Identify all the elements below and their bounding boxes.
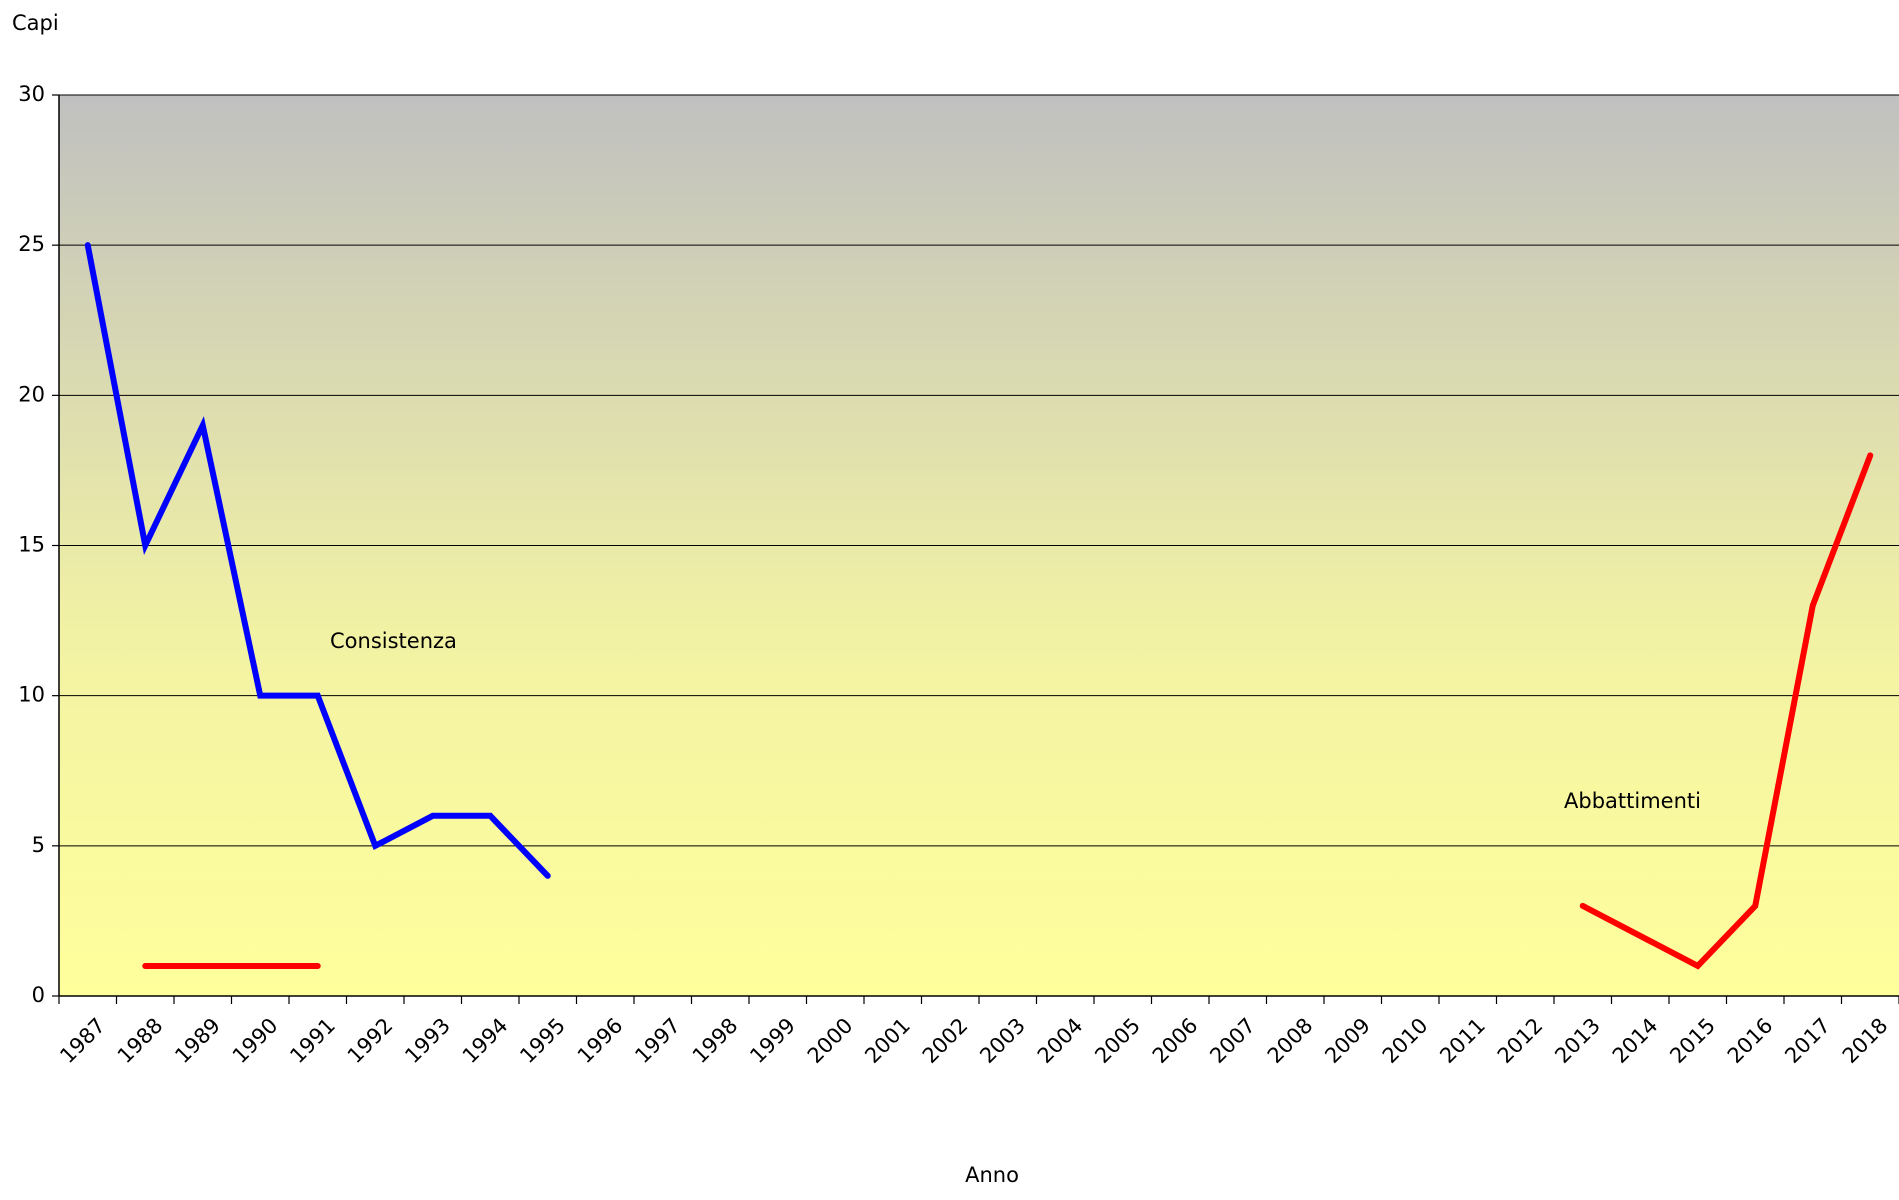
x-tick-label: 2014 [1608, 1013, 1663, 1068]
x-tick-label: 2008 [1263, 1013, 1318, 1068]
series-line [84, 242, 551, 879]
y-tick-label: 25 [18, 232, 45, 256]
y-tick-label: 15 [18, 533, 45, 557]
x-tick-label: 2007 [1205, 1013, 1260, 1068]
x-tick-label: 2012 [1493, 1013, 1548, 1068]
series-label: Consistenza [330, 629, 457, 653]
x-tick-label: 2009 [1320, 1013, 1375, 1068]
x-tick-label: 2005 [1090, 1013, 1145, 1068]
x-tick-label: 1987 [55, 1013, 110, 1068]
x-tick-label: 1994 [458, 1013, 513, 1068]
y-tick-label: 30 [18, 82, 45, 106]
x-tick-label: 2013 [1550, 1013, 1605, 1068]
x-axis-label: Anno [965, 1163, 1019, 1187]
series-label: Abbattimenti [1564, 789, 1701, 813]
x-tick-label: 2000 [803, 1013, 858, 1068]
series-line [142, 452, 1874, 970]
y-tick-label: 5 [32, 833, 45, 857]
y-tick-label: 0 [32, 983, 45, 1007]
x-tick-label: 1997 [630, 1013, 685, 1068]
x-tick-label: 1996 [573, 1013, 628, 1068]
x-tick-label: 1999 [745, 1013, 800, 1068]
x-tick-label: 1990 [228, 1013, 283, 1068]
x-tick-label: 2017 [1780, 1013, 1835, 1068]
y-tick-label: 10 [18, 683, 45, 707]
x-tick-label: 1995 [515, 1013, 570, 1068]
x-tick-label: 2004 [1033, 1013, 1088, 1068]
x-tick-label: 1989 [170, 1013, 225, 1068]
x-tick-label: 2016 [1723, 1013, 1778, 1068]
x-tick-label: 2002 [918, 1013, 973, 1068]
y-axis-label: Capi [12, 11, 59, 35]
x-tick-label: 1988 [113, 1013, 168, 1068]
x-tick-label: 2003 [975, 1013, 1030, 1068]
y-tick-label: 20 [18, 382, 45, 406]
x-tick-label: 1992 [343, 1013, 398, 1068]
x-tick-label: 2011 [1435, 1013, 1490, 1068]
x-tick-label: 2006 [1148, 1013, 1203, 1068]
x-tick-label: 2010 [1378, 1013, 1433, 1068]
x-tick-label: 2001 [860, 1013, 915, 1068]
x-tick-label: 1991 [285, 1013, 340, 1068]
x-tick-label: 2015 [1665, 1013, 1720, 1068]
x-tick-label: 2018 [1838, 1013, 1893, 1068]
x-tick-label: 1998 [688, 1013, 743, 1068]
x-tick-label: 1993 [400, 1013, 455, 1068]
